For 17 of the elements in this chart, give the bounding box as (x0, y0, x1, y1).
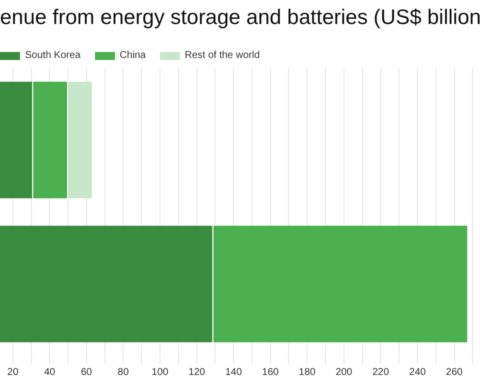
chart-title: enue from energy storage and batteries (US$ billion (0, 6, 480, 30)
legend-label: South Korea (25, 50, 81, 61)
x-tick-label: 200 (336, 366, 353, 378)
x-tick-label: 160 (262, 366, 280, 378)
x-tick-label: 20 (7, 366, 19, 378)
x-tick-label: 120 (188, 366, 206, 378)
x-tick-label: 60 (80, 366, 92, 378)
x-tick-label: 40 (44, 366, 56, 378)
x-tick-label: 100 (152, 366, 169, 378)
legend-label: China (120, 50, 146, 61)
x-tick-label: 140 (225, 366, 242, 378)
x-tick-label: 240 (409, 366, 426, 378)
x-tick-label: 80 (118, 366, 130, 378)
legend-label: Rest of the world (184, 50, 260, 61)
x-tick-label: 220 (372, 366, 390, 378)
x-tick-label: 180 (298, 366, 316, 378)
x-tick-label: 260 (446, 366, 464, 378)
